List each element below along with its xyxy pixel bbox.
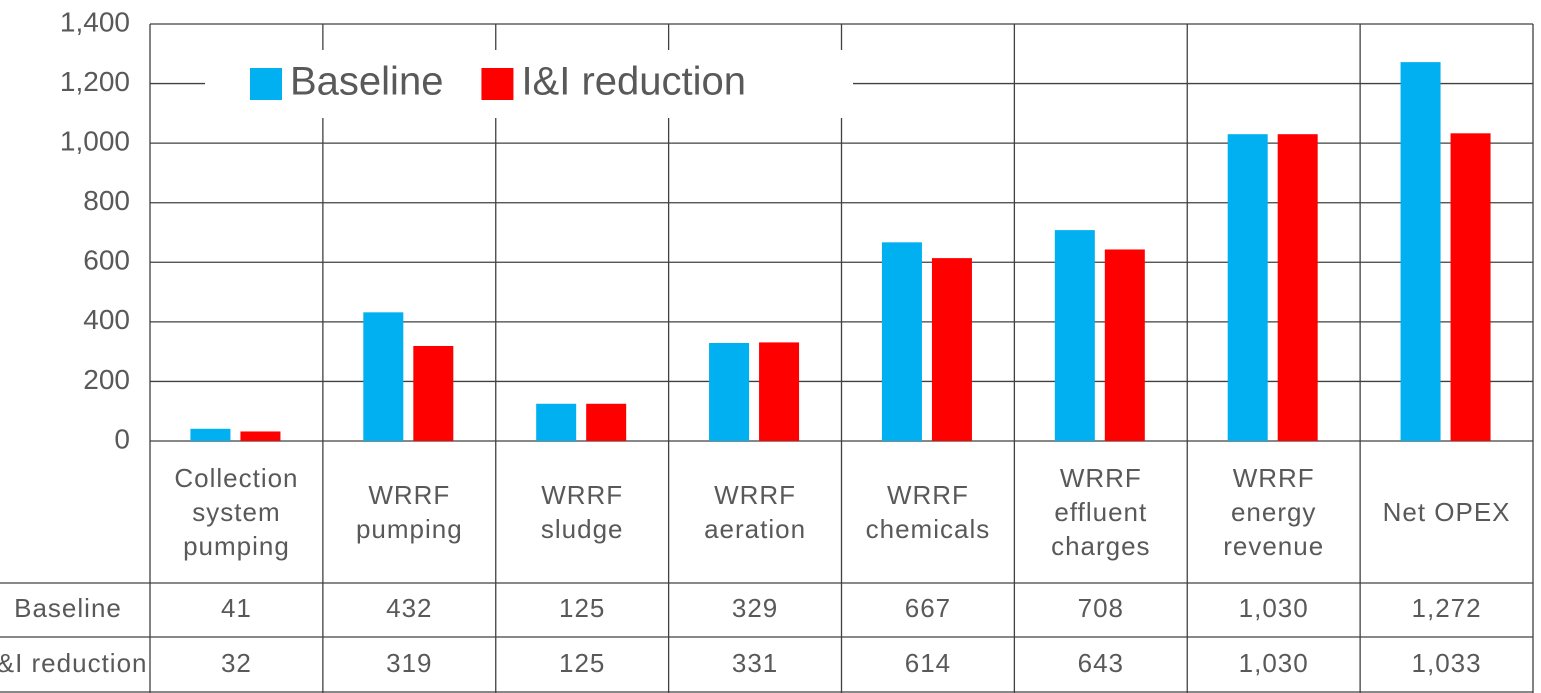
bar xyxy=(881,242,922,441)
y-tick-label: 1,200 xyxy=(60,66,130,97)
legend-swatch xyxy=(481,68,514,100)
table-value: 432 xyxy=(386,593,432,623)
bar xyxy=(1277,134,1318,441)
y-tick-label: 1,000 xyxy=(60,126,130,157)
bar xyxy=(413,345,454,441)
bar xyxy=(240,431,281,441)
table-row-label: I&I reduction xyxy=(0,648,147,678)
table-value: 1,030 xyxy=(1239,593,1309,623)
table-value: 319 xyxy=(386,648,432,678)
bar xyxy=(931,258,972,441)
bar xyxy=(1104,249,1145,441)
x-tick-label: WRRF pumping xyxy=(355,480,463,544)
legend-label: Baseline xyxy=(290,60,443,104)
legend-label: I&I reduction xyxy=(521,60,746,104)
bar xyxy=(363,312,404,441)
table-value: 667 xyxy=(905,593,951,623)
grid xyxy=(0,23,1534,693)
table-value: 1,272 xyxy=(1412,593,1482,623)
bar xyxy=(536,403,577,441)
table-value: 708 xyxy=(1078,593,1124,623)
table-value: 1,033 xyxy=(1412,648,1482,678)
bar xyxy=(759,342,800,441)
bar xyxy=(709,343,750,441)
y-tick-label: 600 xyxy=(83,245,130,276)
y-tick-label: 800 xyxy=(83,185,130,216)
y-tick-label: 1,400 xyxy=(60,6,130,37)
table-value: 643 xyxy=(1078,648,1124,678)
table-value: 32 xyxy=(221,648,252,678)
table-value: 1,030 xyxy=(1239,648,1309,678)
table-row-label: Baseline xyxy=(14,593,122,623)
bar xyxy=(1450,133,1491,441)
table-value: 41 xyxy=(221,593,252,623)
table-value: 329 xyxy=(732,593,778,623)
bar xyxy=(586,403,627,441)
bar xyxy=(1227,134,1268,441)
x-tick-label: WRRF effluent charges xyxy=(1051,463,1151,561)
x-tick-label: Collection system pumping xyxy=(174,463,299,561)
x-tick-label: WRRF energy revenue xyxy=(1223,463,1325,561)
legend-swatch xyxy=(250,68,282,100)
table-value: 331 xyxy=(732,648,778,678)
table-value: 125 xyxy=(559,593,605,623)
y-tick-label: 400 xyxy=(83,304,130,335)
y-tick-label: 0 xyxy=(114,423,130,454)
bar xyxy=(190,428,231,441)
table-value: 614 xyxy=(905,648,951,678)
y-tick-label: 200 xyxy=(83,364,130,395)
x-tick-label: WRRF aeration xyxy=(704,480,807,544)
x-tick-label: WRRF sludge xyxy=(540,480,624,544)
x-tick-label: Net OPEX xyxy=(1382,497,1511,527)
bar xyxy=(1054,230,1095,441)
legend-box xyxy=(205,50,853,118)
table-value: 125 xyxy=(559,648,605,678)
bar xyxy=(1400,62,1441,442)
x-tick-label: WRRF chemicals xyxy=(865,480,991,544)
